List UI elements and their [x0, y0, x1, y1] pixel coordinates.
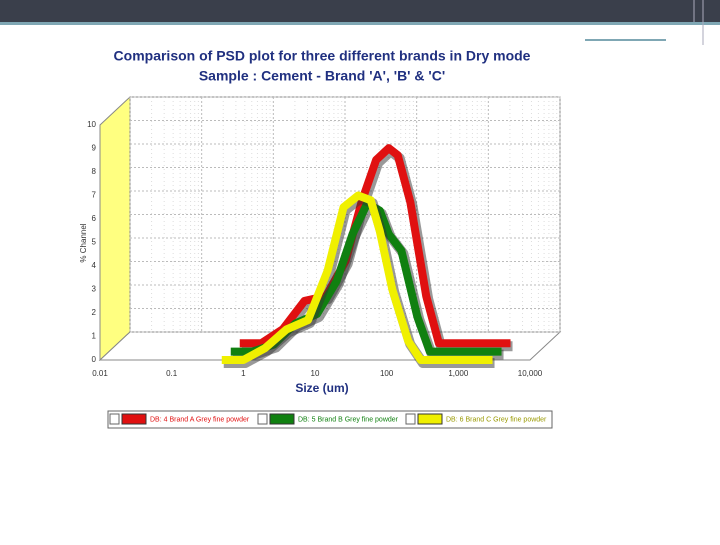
y-tick-label: 7: [92, 191, 97, 200]
top-bar-accent: [0, 22, 720, 25]
legend-checkbox: [257, 413, 268, 425]
plot: 0 1 2 3 4 5 6 7 8 9 10 0.01 0.1 1 10 100 1,000 10,000: [87, 95, 562, 378]
y-tick-label: 5: [92, 238, 97, 247]
y-tick-label: 0: [92, 355, 97, 364]
top-bar: [0, 0, 720, 22]
legend-label: DB: 4 Brand A Grey fine powder: [150, 416, 250, 423]
x-tick-label: 100: [380, 369, 394, 378]
series-line: [239, 144, 511, 348]
chart-subtitle: Sample : Cement - Brand 'A', 'B' & 'C': [199, 68, 445, 84]
y-tick-label: 6: [92, 214, 97, 223]
x-axis-label: Size (um): [295, 381, 348, 395]
y-tick-label: 4: [92, 261, 97, 270]
legend-swatch: [269, 413, 295, 425]
x-tick-label: 1: [241, 369, 246, 378]
legend-label: DB: 5 Brand B Grey fine powder: [298, 416, 399, 423]
series-line: [221, 191, 493, 364]
y-axis-label: % Channel: [79, 223, 88, 262]
legend-items: DB: 4 Brand A Grey fine powder DB: 5 Bran…: [109, 413, 547, 425]
left-wall: [99, 95, 131, 362]
x-tick-label: 10,000: [518, 369, 543, 378]
legend-swatch: [417, 413, 443, 425]
x-tick-label: 0.1: [166, 369, 178, 378]
y-tick-label: 8: [92, 167, 97, 176]
y-tick-label: 1: [92, 332, 97, 341]
legend-checkbox: [405, 413, 416, 425]
y-tick-label: 3: [92, 285, 97, 294]
legend-checkbox: [109, 413, 120, 425]
legend-label: DB: 6 Brand C Grey fine powder: [446, 416, 547, 423]
y-tick-label: 10: [87, 120, 96, 129]
x-tick-label: 10: [311, 369, 320, 378]
x-tick-label: 0.01: [92, 369, 108, 378]
legend-swatch: [121, 413, 147, 425]
y-tick-label: 9: [92, 144, 97, 153]
chart-title: Comparison of PSD plot for three differe…: [114, 48, 531, 64]
x-tick-label: 1,000: [448, 369, 469, 378]
y-tick-label: 2: [92, 308, 97, 317]
